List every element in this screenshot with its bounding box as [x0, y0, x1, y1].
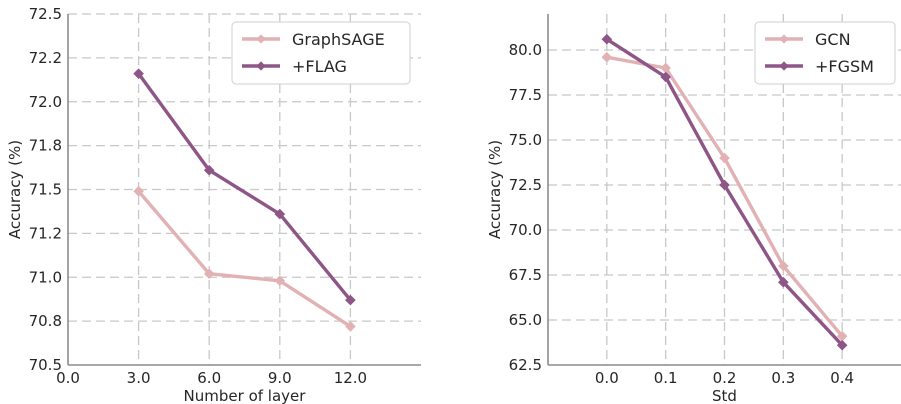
- x-tick-label: 0.4: [830, 369, 854, 387]
- y-tick-label: 71.8: [29, 137, 62, 155]
- y-tick-label: 77.5: [509, 86, 542, 104]
- series-line-1: [136, 189, 353, 329]
- legend: GraphSAGE +FLAG: [231, 21, 411, 85]
- legend-marker: [256, 34, 266, 44]
- x-tick-label: 0.0: [595, 369, 619, 387]
- legend-entry-label: +FGSM: [815, 57, 874, 76]
- chart-panel-1: 70.5 70.8 71.0 71.2 71.5 71.8 72.0 72.2 72.5 0.0 3…: [6, 5, 421, 404]
- legend-marker: [256, 61, 266, 71]
- data-point-marker: [133, 185, 144, 197]
- legend-marker: [779, 34, 789, 44]
- series-line-2: [136, 71, 353, 302]
- data-point-marker: [660, 71, 671, 83]
- data-point-marker: [719, 152, 730, 164]
- data-point-marker: [778, 276, 789, 288]
- x-tick-label: 6.0: [197, 369, 221, 387]
- legend-marker: [779, 61, 789, 71]
- data-point-marker: [719, 179, 730, 191]
- x-axis-label: Number of layer: [184, 387, 307, 404]
- legend-entry-label: GCN: [815, 30, 851, 49]
- y-tick-label: 71.5: [29, 181, 62, 199]
- data-point-marker: [345, 294, 356, 306]
- y-axis-label: Accuracy (%): [486, 140, 504, 239]
- data-point-marker: [778, 260, 789, 272]
- y-tick-label: 75.0: [509, 131, 542, 149]
- y-tick-label: 72.5: [29, 5, 62, 23]
- legend-entry-label: GraphSAGE: [292, 30, 385, 49]
- y-tick-label: 65.0: [509, 311, 542, 329]
- data-point-marker: [274, 208, 286, 220]
- x-tick-label: 0.3: [771, 369, 795, 387]
- y-axis-label: Accuracy (%): [6, 140, 24, 239]
- x-tick-label: 0.0: [56, 369, 80, 387]
- legend-entry-label: +FLAG: [292, 57, 347, 76]
- x-tick-label: 12.0: [334, 369, 367, 387]
- x-tick-label: 0.2: [713, 369, 737, 387]
- y-tick-label: 71.0: [29, 268, 62, 286]
- data-point-marker: [133, 68, 144, 79]
- y-tick-label: 80.0: [509, 41, 542, 59]
- y-tick-label: 70.0: [509, 221, 542, 239]
- x-axis-label: Std: [712, 387, 737, 404]
- y-tick-label: 70.8: [29, 312, 62, 330]
- data-point-marker: [203, 268, 215, 280]
- data-point-marker: [203, 164, 215, 176]
- y-tick-label: 72.5: [509, 176, 542, 194]
- data-point-marker: [274, 275, 286, 287]
- data-point-marker: [345, 321, 356, 332]
- y-tick-label: 67.5: [509, 266, 542, 284]
- y-tick-label: 62.5: [509, 356, 542, 374]
- y-tick-label: 72.2: [29, 49, 62, 67]
- x-tick-label: 3.0: [127, 369, 151, 387]
- y-tick-label: 72.0: [29, 93, 62, 111]
- y-tick-label: 70.5: [29, 356, 62, 374]
- data-point-marker: [601, 33, 613, 45]
- y-tick-label: 71.2: [29, 224, 62, 242]
- x-tick-label: 0.1: [654, 369, 678, 387]
- chart-panel-2: 62.5 65.0 67.5 70.0 72.5 75.0 77.5 80.0 0.0 0.1 0.…: [486, 14, 901, 404]
- data-point-marker: [601, 51, 613, 63]
- data-point-marker: [836, 339, 848, 351]
- legend: GCN +FGSM: [754, 21, 896, 85]
- x-tick-label: 9.0: [268, 369, 292, 387]
